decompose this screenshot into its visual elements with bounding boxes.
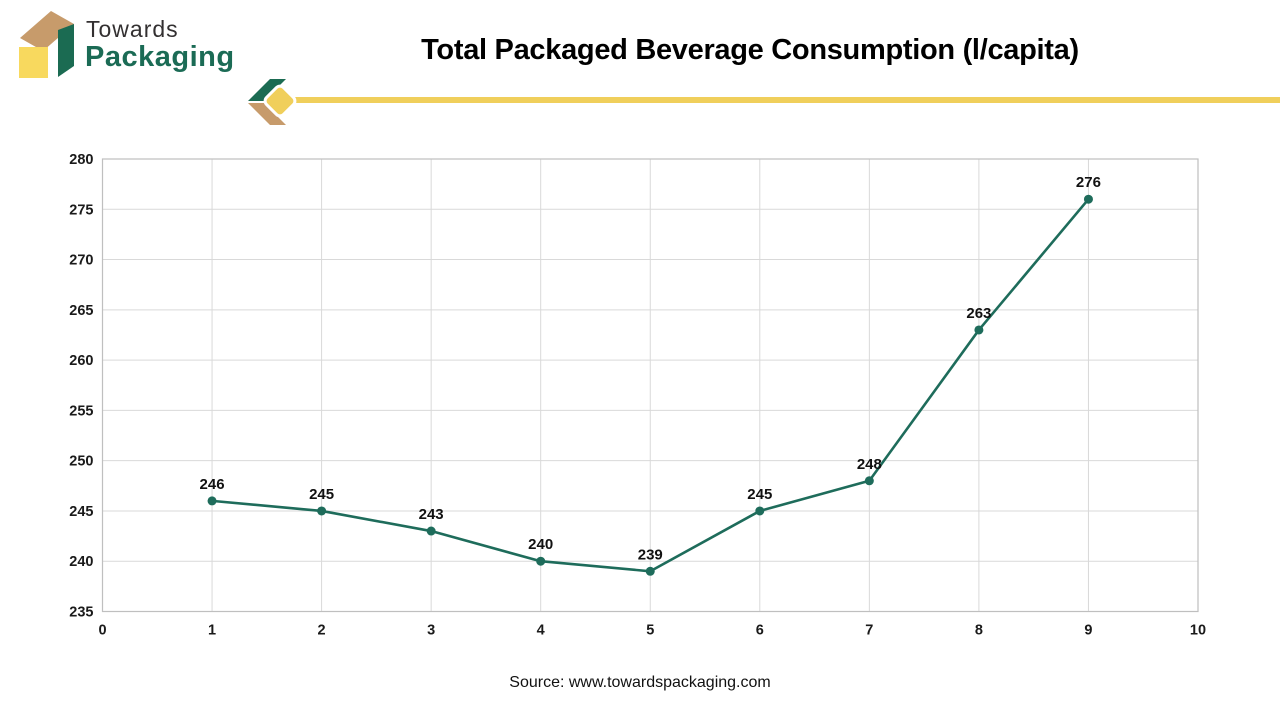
line-chart: 246 245 243 240 239 245 248 263 276 235 240 245 250 2… bbox=[60, 145, 1215, 650]
data-point bbox=[645, 566, 655, 576]
logo-box-icon bbox=[19, 11, 74, 78]
y-tick-label: 250 bbox=[69, 454, 93, 470]
x-tick-label: 3 bbox=[427, 623, 435, 639]
data-point bbox=[974, 325, 984, 335]
logo-box-front-face bbox=[19, 47, 48, 78]
y-tick-label: 260 bbox=[69, 353, 93, 369]
data-point bbox=[864, 476, 874, 486]
x-tick-label: 8 bbox=[975, 623, 983, 639]
data-point bbox=[317, 506, 327, 516]
source-attribution: Source: www.towardspackaging.com bbox=[509, 674, 771, 691]
data-point bbox=[426, 526, 436, 536]
y-tick-label: 245 bbox=[69, 504, 93, 520]
brand-name-packaging: Packaging bbox=[85, 41, 235, 73]
data-point bbox=[755, 506, 765, 516]
data-point-label: 240 bbox=[528, 536, 553, 553]
accent-divider-line bbox=[290, 97, 1280, 103]
plot-border bbox=[101, 158, 1199, 613]
x-tick-label: 5 bbox=[646, 623, 654, 639]
y-tick-label: 255 bbox=[69, 403, 93, 419]
logo-box-top-face bbox=[20, 11, 74, 51]
data-point-label: 245 bbox=[747, 486, 772, 503]
chart-canvas: 2462452432402392452482632762352402452502… bbox=[69, 152, 1206, 639]
page-title: Total Packaged Beverage Consumption (l/c… bbox=[421, 34, 1079, 66]
ornament-green-chevron bbox=[248, 79, 286, 101]
x-tick-label: 7 bbox=[865, 623, 873, 639]
data-point-label: 243 bbox=[419, 506, 444, 523]
x-tick-label: 2 bbox=[318, 623, 326, 639]
data-point-label: 239 bbox=[638, 546, 663, 563]
ornament-tan-chevron bbox=[248, 103, 286, 125]
data-point-label: 263 bbox=[966, 305, 991, 322]
data-point bbox=[207, 496, 217, 506]
data-point-label: 246 bbox=[200, 476, 225, 493]
y-tick-label: 240 bbox=[69, 554, 93, 570]
data-point-label: 276 bbox=[1076, 174, 1101, 191]
x-tick-label: 4 bbox=[537, 623, 545, 639]
x-tick-label: 9 bbox=[1084, 623, 1092, 639]
x-tick-label: 1 bbox=[208, 623, 216, 639]
y-tick-label: 280 bbox=[69, 152, 93, 168]
logo-box-right-face bbox=[58, 24, 74, 77]
y-tick-label: 235 bbox=[69, 605, 93, 621]
x-tick-label: 6 bbox=[756, 623, 764, 639]
data-point-label: 245 bbox=[309, 486, 334, 503]
x-tick-label: 10 bbox=[1190, 623, 1206, 639]
ornament-yellow-diamond bbox=[263, 84, 297, 118]
diamond-arrow-icon bbox=[248, 79, 297, 125]
data-point bbox=[1083, 194, 1093, 204]
x-tick-label: 0 bbox=[98, 623, 106, 639]
data-point-label: 248 bbox=[857, 456, 882, 473]
data-point bbox=[536, 556, 546, 566]
y-tick-label: 275 bbox=[69, 202, 93, 218]
y-tick-label: 265 bbox=[69, 303, 93, 319]
y-tick-label: 270 bbox=[69, 253, 93, 269]
brand-name-towards: Towards bbox=[86, 16, 179, 42]
